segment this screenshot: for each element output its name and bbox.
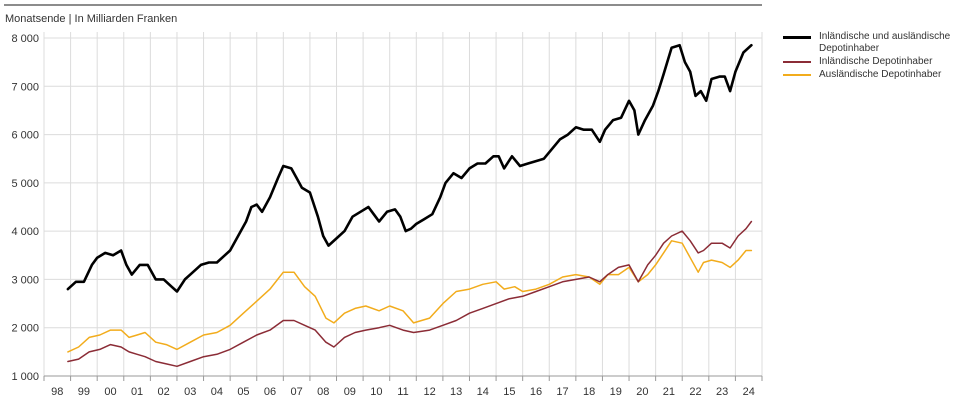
x-tick-label: 04 — [211, 386, 223, 398]
y-tick-label: 2 000 — [11, 323, 39, 335]
legend-label-domestic: Inländische Depotinhaber — [819, 56, 933, 67]
x-tick-label: 08 — [317, 386, 329, 398]
x-tick-label: 02 — [158, 386, 170, 398]
x-tick-label: 20 — [636, 386, 648, 398]
series-line-total — [66, 43, 753, 293]
x-tick-label: 13 — [450, 386, 462, 398]
legend-swatch-foreign — [783, 74, 811, 76]
chart-subtitle: Monatsende | In Milliarden Franken — [5, 13, 177, 25]
x-tick-label: 11 — [397, 386, 408, 398]
x-tick-label: 99 — [78, 386, 90, 398]
x-tick-label: 07 — [291, 386, 303, 398]
x-tick-label: 14 — [477, 386, 489, 398]
legend: Inländische und ausländische Depotinhabe… — [783, 31, 958, 82]
legend-swatch-domestic — [783, 61, 811, 63]
y-tick-label: 7 000 — [11, 81, 39, 93]
y-tick-label: 3 000 — [11, 274, 39, 286]
y-tick-label: 6 000 — [11, 130, 39, 142]
x-tick-label: 23 — [716, 386, 728, 398]
x-tick-label: 15 — [503, 386, 515, 398]
series-line-domestic — [67, 220, 753, 368]
x-tick-label: 19 — [610, 386, 622, 398]
x-tick-label: 18 — [583, 386, 595, 398]
x-tick-label: 12 — [423, 386, 435, 398]
legend-item-domestic: Inländische Depotinhaber — [783, 56, 958, 68]
legend-swatch-total — [783, 36, 811, 39]
x-tick-label: 22 — [689, 386, 701, 398]
y-tick-label: 8 000 — [11, 33, 39, 45]
legend-item-total: Inländische und ausländische Depotinhabe… — [783, 31, 958, 55]
x-tick-label: 03 — [184, 386, 196, 398]
grid — [43, 32, 763, 377]
x-tick-label: 10 — [370, 386, 382, 398]
x-tick-label: 24 — [743, 386, 755, 398]
x-tick-label: 16 — [530, 386, 542, 398]
x-tick-label: 06 — [264, 386, 276, 398]
x-tick-label: 09 — [344, 386, 356, 398]
x-axis: 98 99 00 01 02 03 04 05 06 07 08 09 10 11 12 13 14 15 16 17… — [43, 375, 763, 398]
x-tick-label: 05 — [237, 386, 249, 398]
y-tick-label: 5 000 — [11, 178, 39, 190]
series-lines — [66, 43, 753, 368]
y-tick-label: 1 000 — [11, 371, 39, 383]
x-tick-label: 17 — [556, 386, 568, 398]
x-tick-label: 21 — [663, 386, 675, 398]
legend-label-total: Inländische und ausländische Depotinhabe… — [819, 31, 951, 54]
y-axis: 1 000 2 000 3 000 4 000 5 000 6 000 7 000 8 000 — [11, 33, 39, 383]
legend-label-foreign: Ausländische Depotinhaber — [819, 69, 942, 80]
x-tick-label: 98 — [51, 386, 63, 398]
y-tick-label: 4 000 — [11, 226, 39, 238]
legend-item-foreign: Ausländische Depotinhaber — [783, 69, 958, 81]
series-line-foreign — [67, 240, 753, 353]
x-tick-label: 00 — [104, 386, 116, 398]
x-tick-label: 01 — [131, 386, 143, 398]
